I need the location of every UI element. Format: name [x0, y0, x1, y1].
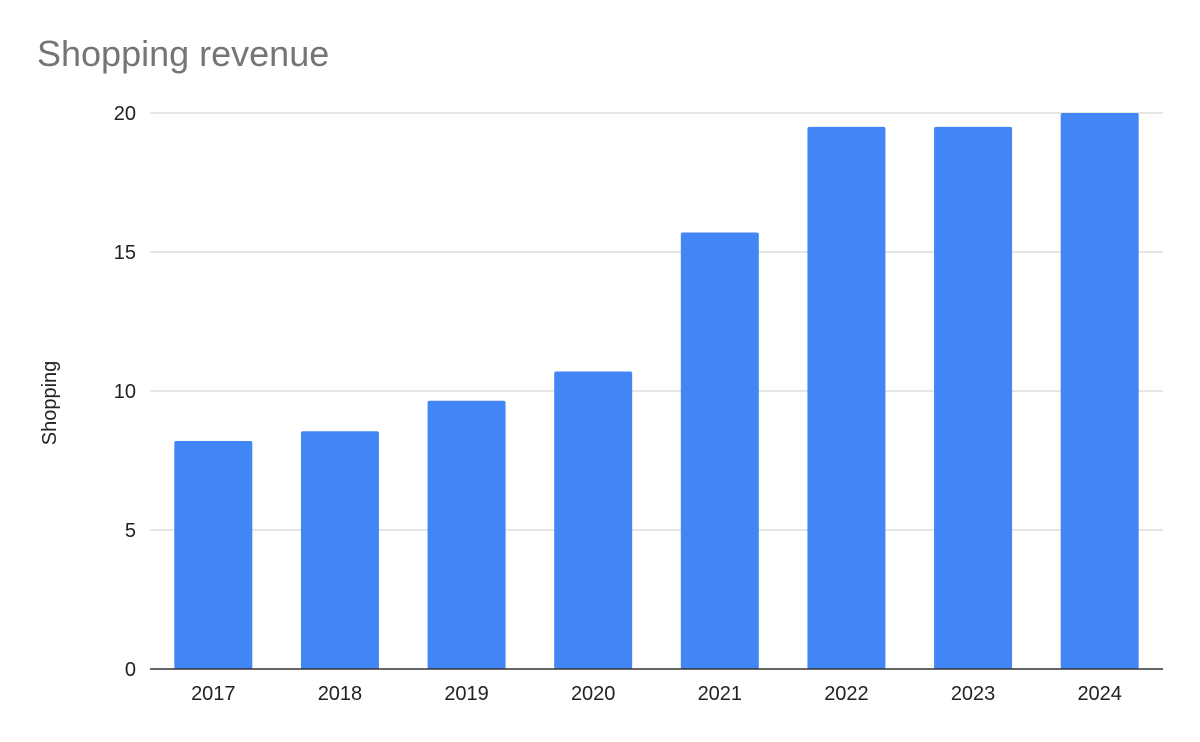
bar-2017	[174, 441, 253, 669]
y-tick-label: 5	[125, 520, 136, 542]
y-axis-label: Shopping	[39, 361, 61, 446]
y-tick-label: 15	[114, 242, 136, 264]
bar-2021	[680, 232, 759, 670]
bar-2019	[427, 400, 506, 669]
y-tick-label: 0	[125, 659, 136, 681]
x-tick-label: 2022	[824, 683, 869, 705]
bars	[174, 113, 1139, 670]
x-tick-label: 2021	[698, 683, 743, 705]
bar-2018	[300, 431, 379, 669]
y-tick-label: 20	[114, 103, 136, 125]
x-tick-label: 2024	[1077, 683, 1122, 705]
x-tick-label: 2020	[571, 683, 616, 705]
y-tick-label: 10	[114, 381, 136, 403]
bar-2024	[1060, 113, 1139, 669]
bar-2022	[807, 126, 886, 669]
y-tick-labels: 0 5 10 15 20	[114, 103, 136, 681]
x-tick-label: 2023	[951, 683, 996, 705]
x-tick-label: 2018	[318, 683, 363, 705]
bar-2023	[934, 126, 1013, 669]
x-tick-label: 2019	[444, 683, 489, 705]
chart-title: Shopping revenue	[37, 33, 330, 74]
x-tick-labels: 2017 2018 2019 2020 2021 2022 2023 2024	[191, 683, 1122, 705]
x-tick-label: 2017	[191, 683, 236, 705]
bar-2020	[554, 371, 633, 669]
